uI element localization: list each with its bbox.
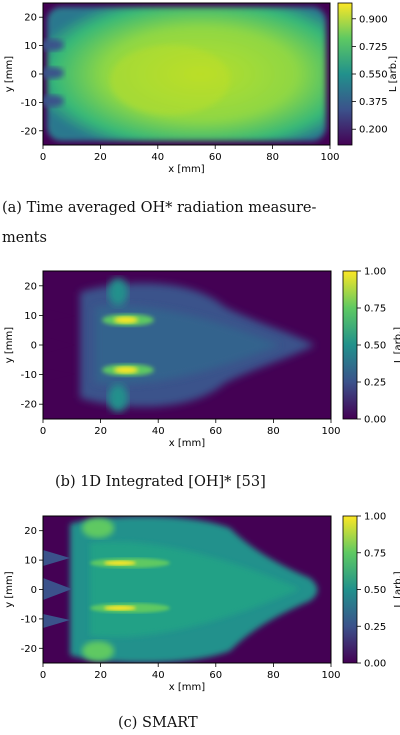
y-axis-label: y [mm] — [4, 571, 15, 607]
x-tick-label: 100 — [321, 426, 340, 437]
x-axis-label: x [mm] — [169, 438, 205, 449]
colorbar-tick-label: 1.00 — [364, 267, 386, 278]
panel-c: 0 20 40 60 80 100 20 10 0 -10 -20 x [mm] y [mm] 1.00… — [0, 508, 400, 735]
colorbar-tick-label: 0.375 — [359, 97, 388, 108]
colorbar-tick-label: 0.00 — [364, 659, 386, 670]
colorbar-tick-label: 0.75 — [364, 548, 386, 559]
y-tick-label: 0 — [31, 585, 37, 596]
y-tick-label: -20 — [21, 400, 37, 411]
y-tick-label: 10 — [24, 311, 37, 322]
y-axis-label: y [mm] — [4, 56, 15, 92]
y-tick-label: -10 — [21, 98, 37, 109]
y-tick-label: -10 — [21, 370, 37, 381]
x-tick-label: 60 — [209, 152, 222, 163]
caption-a-line1: (a) Time averaged OH* radiation measure- — [2, 200, 317, 216]
x-tick-label: 20 — [94, 426, 107, 437]
y-tick-label: -20 — [21, 126, 37, 137]
x-tick-label: 0 — [40, 670, 46, 681]
x-tick-label: 40 — [152, 426, 165, 437]
colorbar-tick-label: 0.25 — [364, 378, 386, 389]
x-tick-label: 0 — [40, 152, 46, 163]
y-tick-label: 0 — [31, 341, 37, 352]
y-tick-label: 20 — [24, 526, 37, 537]
panel-b: 0 20 40 60 80 100 20 10 0 -10 -20 x [mm] y [mm] 1.00… — [0, 262, 400, 502]
x-tick-label: 100 — [320, 152, 339, 163]
x-tick-label: 20 — [94, 152, 107, 163]
x-tick-label: 60 — [209, 670, 222, 681]
colorbar-tick-label: 0.725 — [359, 42, 388, 53]
panel-a: 0 20 40 60 80 100 20 10 0 -10 -20 x [mm] y [mm] 0.90… — [0, 0, 400, 250]
colorbar-label: L [arb.] — [388, 56, 399, 92]
y-tick-label: 10 — [24, 41, 37, 52]
x-tick-label: 60 — [209, 426, 222, 437]
caption-b: (b) 1D Integrated [OH]* [53] — [55, 474, 266, 490]
caption-a-line2: ments — [2, 230, 47, 246]
colorbar-tick-label: 0.25 — [364, 622, 386, 633]
colorbar-tick-label: 1.00 — [364, 512, 386, 523]
colorbar-tick-label: 0.200 — [359, 125, 388, 136]
y-tick-label: 20 — [24, 281, 37, 292]
y-tick-label: 0 — [31, 70, 37, 81]
y-axis-label: y [mm] — [4, 327, 15, 363]
y-tick-label: 10 — [24, 556, 37, 567]
x-tick-label: 100 — [321, 670, 340, 681]
colorbar-label: L [arb.] — [393, 327, 400, 363]
x-tick-label: 80 — [267, 670, 280, 681]
x-axis-label: x [mm] — [168, 164, 204, 175]
y-tick-label: 20 — [24, 13, 37, 24]
x-tick-label: 40 — [152, 670, 165, 681]
y-tick-label: -10 — [21, 614, 37, 625]
x-tick-label: 20 — [94, 670, 107, 681]
colorbar-tick-label: 0.75 — [364, 304, 386, 315]
x-tick-label: 80 — [267, 426, 280, 437]
x-tick-label: 80 — [266, 152, 279, 163]
caption-c: (c) SMART — [118, 715, 198, 731]
colorbar-tick-label: 0.550 — [359, 70, 388, 81]
x-axis-label: x [mm] — [169, 682, 205, 693]
colorbar-tick-label: 0.900 — [359, 14, 388, 25]
x-tick-label: 40 — [151, 152, 164, 163]
colorbar-tick-label: 0.50 — [364, 341, 386, 352]
colorbar-tick-label: 0.00 — [364, 415, 386, 426]
y-tick-label: -20 — [21, 644, 37, 655]
colorbar-tick-label: 0.50 — [364, 585, 386, 596]
x-tick-label: 0 — [40, 426, 46, 437]
colorbar-label: L [arb.] — [393, 571, 400, 607]
